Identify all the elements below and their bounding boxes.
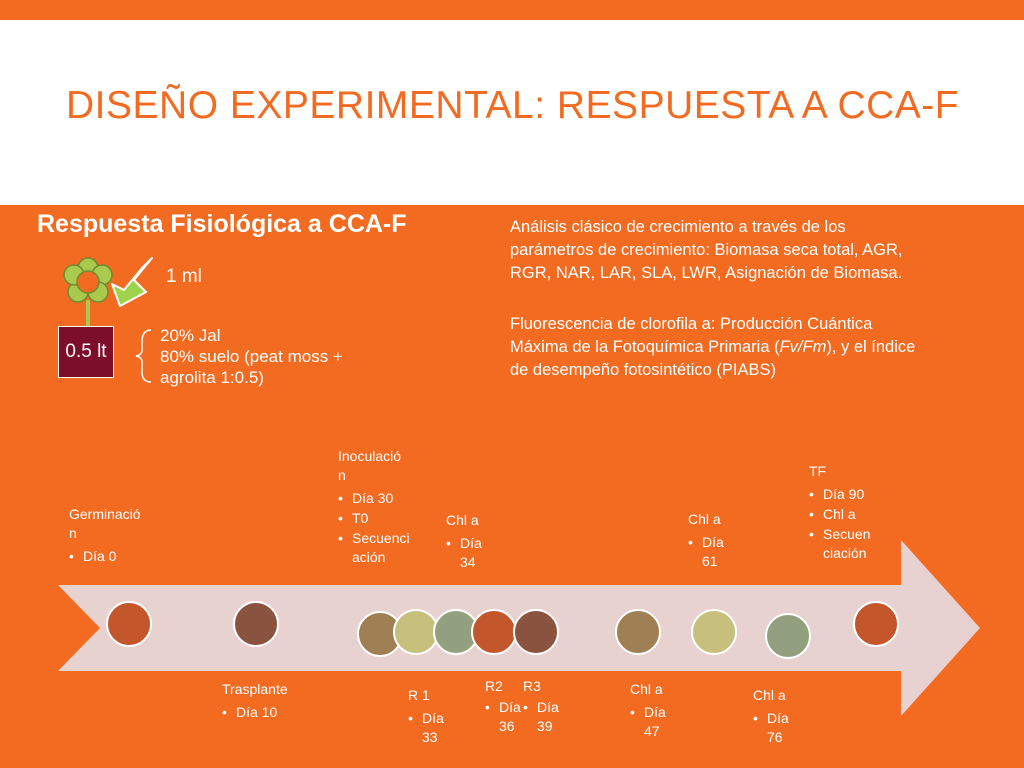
event-item-part: Día xyxy=(499,699,521,715)
event-item-part: Día xyxy=(702,534,724,550)
event-chl-a-61: Chl a Día 61 xyxy=(688,510,758,572)
event-trasplante: Trasplante Día 10 xyxy=(222,680,322,723)
growth-analysis-line: parámetros de crecimiento: Biomasa seca … xyxy=(510,241,903,259)
timeline-marker xyxy=(765,613,811,659)
growth-analysis-line: Análisis clásico de crecimiento a través… xyxy=(510,218,846,236)
fluorescence-ratio: Fv/Fm xyxy=(779,338,827,356)
fluorescence-line: Máxima de la Fotoquímica Primaria (Fv/Fm… xyxy=(510,336,980,359)
event-item-part: Día xyxy=(767,710,789,726)
growth-analysis-text: Análisis clásico de crecimiento a través… xyxy=(510,216,980,285)
event-title: Trasplante xyxy=(222,681,288,697)
volume-label: 1 ml xyxy=(166,266,202,287)
event-item: Día 33 xyxy=(408,709,468,747)
event-item-part: Día xyxy=(422,710,444,726)
event-title: Germinació xyxy=(69,506,141,522)
event-chl-a-34: Chl a Día 34 xyxy=(446,511,516,573)
event-item: Día 90 xyxy=(809,485,899,504)
event-item: Día 36 xyxy=(485,698,525,736)
timeline-marker xyxy=(513,609,559,655)
timeline-marker xyxy=(433,609,479,655)
event-item: Día 30 xyxy=(338,489,428,508)
event-item-part: 36 xyxy=(499,718,515,734)
event-item-part: 39 xyxy=(537,718,553,734)
event-item: Día 76 xyxy=(753,709,823,747)
event-title: R3 xyxy=(523,678,541,694)
soil-line: agrolita 1:0.5) xyxy=(160,368,264,387)
event-item-part: 33 xyxy=(422,729,438,745)
timeline-marker xyxy=(853,601,899,647)
event-item: Día 61 xyxy=(688,533,758,571)
event-chl-a-47: Chl a Día 47 xyxy=(630,680,700,742)
event-item-part: Día xyxy=(537,699,559,715)
soil-line: 20% Jal xyxy=(160,326,221,345)
fluorescence-text-part: Máxima de la Fotoquímica Primaria ( xyxy=(510,338,780,356)
fluorescence-line: Fluorescencia de clorofila a: Producción… xyxy=(510,315,873,333)
event-title: Inoculació xyxy=(338,448,402,464)
timeline-marker xyxy=(106,601,152,647)
event-title: n xyxy=(338,467,346,483)
timeline-marker xyxy=(393,609,439,655)
event-title: n xyxy=(69,525,77,541)
dropper-arrow-icon xyxy=(111,257,153,307)
brace-icon xyxy=(135,329,152,383)
title-header xyxy=(0,20,1024,205)
event-item: T0 xyxy=(338,509,428,528)
event-item: Día 47 xyxy=(630,703,700,741)
event-item: Día 39 xyxy=(523,698,568,736)
event-item-part: Secuen xyxy=(823,526,871,542)
event-title: Chl a xyxy=(753,687,786,703)
event-r2: R2 Día 36 xyxy=(485,677,525,737)
event-title: R2 xyxy=(485,678,503,694)
event-item-part: 61 xyxy=(702,553,718,569)
event-title: R 1 xyxy=(408,687,430,703)
fluorescence-line: de desempeño fotosintético (PIABS) xyxy=(510,361,776,379)
event-item-part: Secuenci xyxy=(352,530,410,546)
soil-composition: 20% Jal 80% suelo (peat moss + agrolita … xyxy=(160,325,343,388)
event-chl-a-76: Chl a Día 76 xyxy=(753,686,823,748)
event-item-part: Día xyxy=(460,535,482,551)
event-item: Día 0 xyxy=(69,547,164,566)
event-title: Chl a xyxy=(630,681,663,697)
slide-title: DISEÑO EXPERIMENTAL: RESPUESTA A CCA-F xyxy=(66,84,960,127)
event-germinacion: Germinació n Día 0 xyxy=(69,505,164,567)
section-subtitle: Respuesta Fisiológica a CCA-F xyxy=(37,210,407,238)
growth-analysis-line: RGR, NAR, LAR, SLA, LWR, Asignación de B… xyxy=(510,264,903,282)
event-item: Día 10 xyxy=(222,703,322,722)
event-item-part: Día xyxy=(644,704,666,720)
event-tf: TF Día 90 Chl a Secuen ciación xyxy=(809,462,899,564)
event-item-part: 76 xyxy=(767,729,783,745)
pot-box: 0.5 lt xyxy=(58,326,114,378)
timeline-marker xyxy=(471,609,517,655)
event-title: Chl a xyxy=(446,512,479,528)
timeline-marker xyxy=(233,601,279,647)
event-inoculacion: Inoculació n Día 30 T0 Secuenci ación xyxy=(338,447,428,568)
event-title: TF xyxy=(809,463,827,479)
timeline-marker xyxy=(615,609,661,655)
event-title: Chl a xyxy=(688,511,721,527)
soil-line: 80% suelo (peat moss + xyxy=(160,347,343,366)
flower-icon xyxy=(63,257,113,303)
event-item: Secuenci ación xyxy=(338,529,428,567)
fluorescence-text: Fluorescencia de clorofila a: Producción… xyxy=(510,313,980,382)
event-item-part: ación xyxy=(352,549,386,565)
event-item: Secuen ciación xyxy=(809,525,899,563)
event-r3: R3 Día 39 xyxy=(523,677,568,737)
event-item: Día 34 xyxy=(446,534,516,572)
pot-label: 0.5 lt xyxy=(65,341,107,362)
top-accent-bar xyxy=(0,0,1024,20)
event-r1: R 1 Día 33 xyxy=(408,686,468,748)
event-item: Chl a xyxy=(809,505,899,524)
fluorescence-text-part: ), y el índice xyxy=(826,338,916,356)
event-item-part: ciación xyxy=(823,545,867,561)
timeline-marker xyxy=(691,609,737,655)
event-item-part: 47 xyxy=(644,723,660,739)
event-item-part: 34 xyxy=(460,554,476,570)
